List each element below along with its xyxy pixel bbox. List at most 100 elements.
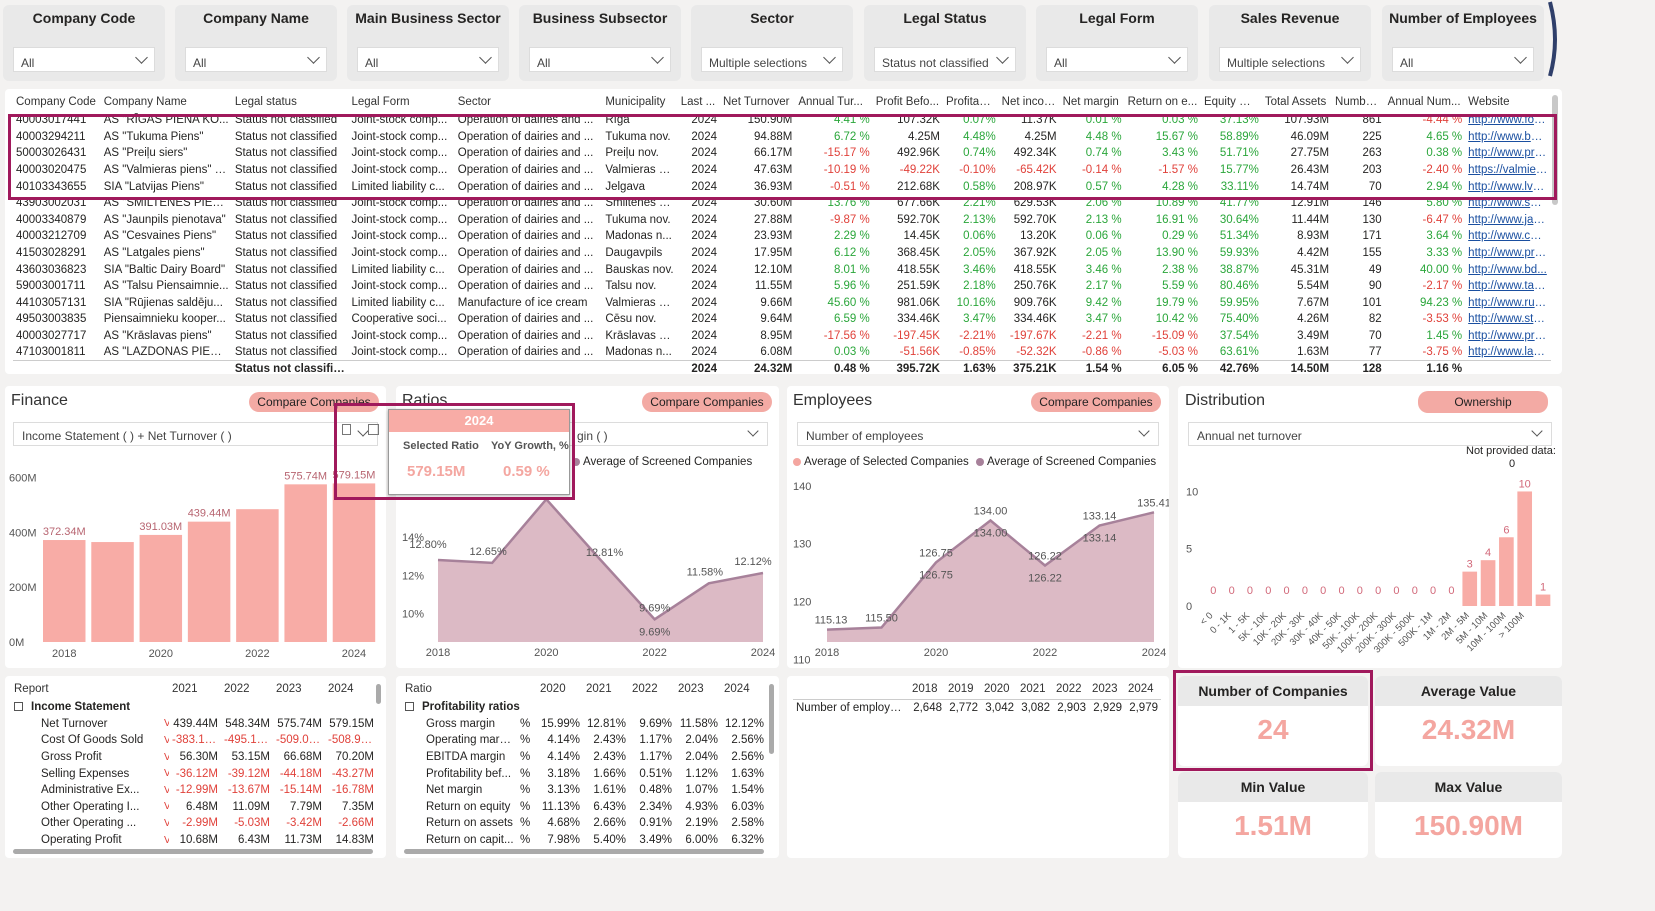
table-row[interactable]: Other Operating ... V -2.99M -5.03M -3.42M -2…: [11, 815, 377, 832]
column-header[interactable]: Total Assets: [1264, 96, 1327, 108]
column-header[interactable]: 2023: [678, 683, 704, 695]
ratio-vscrollbar[interactable]: [769, 684, 774, 754]
column-header[interactable]: Return on e...: [1127, 96, 1198, 108]
column-header[interactable]: 2020: [984, 682, 1010, 695]
website-link[interactable]: http://www.smi...: [1468, 197, 1551, 210]
website-link[interactable]: http://www.bal...: [1468, 130, 1550, 143]
finance-measure-select[interactable]: Income Statement ( ) + Net Turnover ( ): [13, 422, 378, 446]
website-link[interactable]: http://www.pre...: [1468, 147, 1551, 160]
slicer-dropdown[interactable]: All: [529, 47, 671, 72]
column-header[interactable]: Number...: [1335, 96, 1385, 108]
ratio-hscrollbar[interactable]: [404, 849, 764, 854]
ratios-measure-select[interactable]: gin ( ): [568, 422, 768, 446]
column-header[interactable]: 2022: [224, 683, 250, 695]
employees-measure-select[interactable]: Number of employees: [797, 422, 1159, 446]
table-row[interactable]: 40003212709 AS "Cesvaines Piens" Status no…: [13, 228, 1551, 245]
table-row[interactable]: 59003001711 AS "Talsu Piensaimnie... Statu…: [13, 278, 1551, 295]
column-header[interactable]: Annual Tur...: [798, 96, 863, 108]
website-link[interactable]: http://www.ces...: [1468, 230, 1551, 243]
column-header[interactable]: 2023: [1092, 682, 1118, 695]
column-header[interactable]: Company Name: [103, 96, 187, 108]
table-row[interactable]: Gross Profit V 56.30M 53.15M 66.68M 70.20M: [11, 749, 377, 766]
website-link[interactable]: https://valmier...: [1468, 164, 1549, 177]
table-row[interactable]: Return on equity% 11.13% 6.43% 2.34% 4.93% 6.…: [402, 799, 767, 816]
website-link[interactable]: http://www.pre...: [1468, 247, 1551, 260]
website-link[interactable]: http://www.pre...: [1468, 330, 1551, 343]
table-row[interactable]: 41503028291 AS "Latgales piens" Status not…: [13, 245, 1551, 262]
employees-compare-button[interactable]: Compare Companies: [1031, 392, 1161, 412]
group-row[interactable]: Income Statement: [11, 699, 377, 716]
table-row[interactable]: Return on capit...% 7.98% 5.40% 3.49% 6.00% 6…: [402, 832, 767, 849]
column-header[interactable]: Profit Befo...: [875, 96, 940, 108]
slicer-dropdown[interactable]: All: [357, 47, 499, 72]
website-link[interactable]: http://www.lvpi...: [1468, 180, 1551, 193]
distribution-measure-select[interactable]: Annual net turnover: [1188, 422, 1552, 446]
column-header[interactable]: Last ...: [680, 96, 716, 108]
column-header[interactable]: Sector: [457, 96, 491, 108]
next-page-arrow[interactable]: [1548, 0, 1562, 80]
table-row[interactable]: 40003017441 AS "RĪGAS PIENA KO... Status n…: [13, 112, 1551, 129]
website-link[interactable]: http://www.stra...: [1468, 313, 1551, 326]
table-row[interactable]: Other Operating I... V 6.48M 11.09M 7.79M 7.3…: [11, 799, 377, 816]
table-row[interactable]: 40103343655 SIA "Latvijas Piens" Status no…: [13, 178, 1551, 195]
table-row[interactable]: Number of employees 2,648 2,772 3,042 3,082 2…: [793, 699, 1161, 716]
table-row[interactable]: Operating marg...% 4.14% 2.43% 1.17% 2.04% 2.…: [402, 732, 767, 749]
collapse-icon[interactable]: [14, 702, 23, 712]
column-header[interactable]: 2020: [540, 683, 566, 695]
column-header[interactable]: Annual Num...: [1387, 96, 1461, 108]
copy-icon[interactable]: [342, 424, 351, 435]
ratios-compare-button[interactable]: Compare Companies: [642, 392, 772, 412]
column-header[interactable]: 2024: [724, 683, 750, 695]
website-link[interactable]: http://www.foo...: [1468, 114, 1550, 127]
column-header[interactable]: 2021: [586, 683, 612, 695]
column-header[interactable]: Website: [1468, 96, 1510, 108]
table-row[interactable]: 43603036823 SIA "Baltic Dairy Board" Statu…: [13, 261, 1551, 278]
website-link[interactable]: http://www.bd...: [1468, 263, 1547, 276]
slicer-dropdown[interactable]: Multiple selections: [701, 47, 843, 72]
table-row[interactable]: 43903002031 AS "SMILTENES PIENS" Status no…: [13, 195, 1551, 212]
column-header[interactable]: Report: [14, 683, 49, 695]
column-header[interactable]: 2024: [328, 683, 354, 695]
slicer-dropdown[interactable]: All: [185, 47, 327, 72]
column-header[interactable]: Ratio: [405, 683, 432, 695]
table-row[interactable]: Net Turnover V 439.44M 548.34M 575.74M 579.15…: [11, 716, 377, 733]
table-row[interactable]: Operating Profit V 10.68M 6.43M 11.73M 14.83M: [11, 832, 377, 849]
table-scrollbar[interactable]: [1552, 95, 1558, 205]
collapse-icon[interactable]: [405, 702, 414, 712]
slicer-dropdown[interactable]: Multiple selections: [1219, 47, 1361, 72]
column-header[interactable]: 2023: [276, 683, 302, 695]
column-header[interactable]: Net margin: [1062, 96, 1119, 108]
website-link[interactable]: http://www.tals...: [1468, 280, 1551, 293]
column-header[interactable]: Net income: [1001, 96, 1060, 108]
table-row[interactable]: Selling Expenses V -36.12M -39.12M -44.18M -4…: [11, 765, 377, 782]
column-header[interactable]: 2021: [1020, 682, 1046, 695]
column-header[interactable]: Equity Ra...: [1203, 96, 1262, 108]
column-header[interactable]: 2019: [948, 682, 974, 695]
slicer-dropdown[interactable]: All: [1392, 47, 1534, 72]
group-row[interactable]: Profitability ratios: [402, 699, 767, 716]
table-row[interactable]: Cost Of Goods Sold V-383.13M-495.19M-509.…: [11, 732, 377, 749]
table-row[interactable]: Profitability bef...% 3.18% 1.66% 0.51% 1.12…: [402, 765, 767, 782]
slicer-dropdown[interactable]: All: [13, 47, 155, 72]
table-row[interactable]: 40003027717 AS "Krāslavas piens" Status no…: [13, 328, 1551, 345]
column-header[interactable]: 2024: [1128, 682, 1154, 695]
finance-compare-button[interactable]: Compare Companies: [249, 392, 379, 412]
column-header[interactable]: Net Turnover: [723, 96, 790, 108]
report-vscrollbar[interactable]: [376, 684, 381, 704]
focus-mode-icon[interactable]: [368, 424, 379, 435]
website-link[interactable]: http://www.laz...: [1468, 346, 1549, 359]
column-header[interactable]: 2022: [632, 683, 658, 695]
column-header[interactable]: Municipality: [605, 96, 666, 108]
column-header[interactable]: Profitabili...: [945, 96, 999, 108]
table-row[interactable]: Net margin% 3.13% 1.61% 0.48% 1.07% 1.54%: [402, 782, 767, 799]
table-row[interactable]: Administrative Ex... V -12.99M -13.67M -15.1…: [11, 782, 377, 799]
report-hscrollbar[interactable]: [13, 849, 373, 854]
table-row[interactable]: 47103001811 AS "LAZDONAS PIENS... Status n…: [13, 344, 1551, 361]
table-row[interactable]: 50003026431 AS "Preiļu siers" Status not c…: [13, 145, 1551, 162]
column-header[interactable]: 2022: [1056, 682, 1082, 695]
table-row[interactable]: 40003294211 AS "Tukuma Piens" Status not c…: [13, 129, 1551, 146]
table-row[interactable]: Return on assets% 4.68% 2.66% 0.91% 2.19% 2.5…: [402, 815, 767, 832]
table-row[interactable]: Gross margin% 15.99% 12.81% 9.69% 11.58% 12.1…: [402, 716, 767, 733]
column-header[interactable]: 2021: [172, 683, 198, 695]
table-row[interactable]: EBITDA margin% 4.14% 2.43% 1.17% 2.04% 2.56%: [402, 749, 767, 766]
